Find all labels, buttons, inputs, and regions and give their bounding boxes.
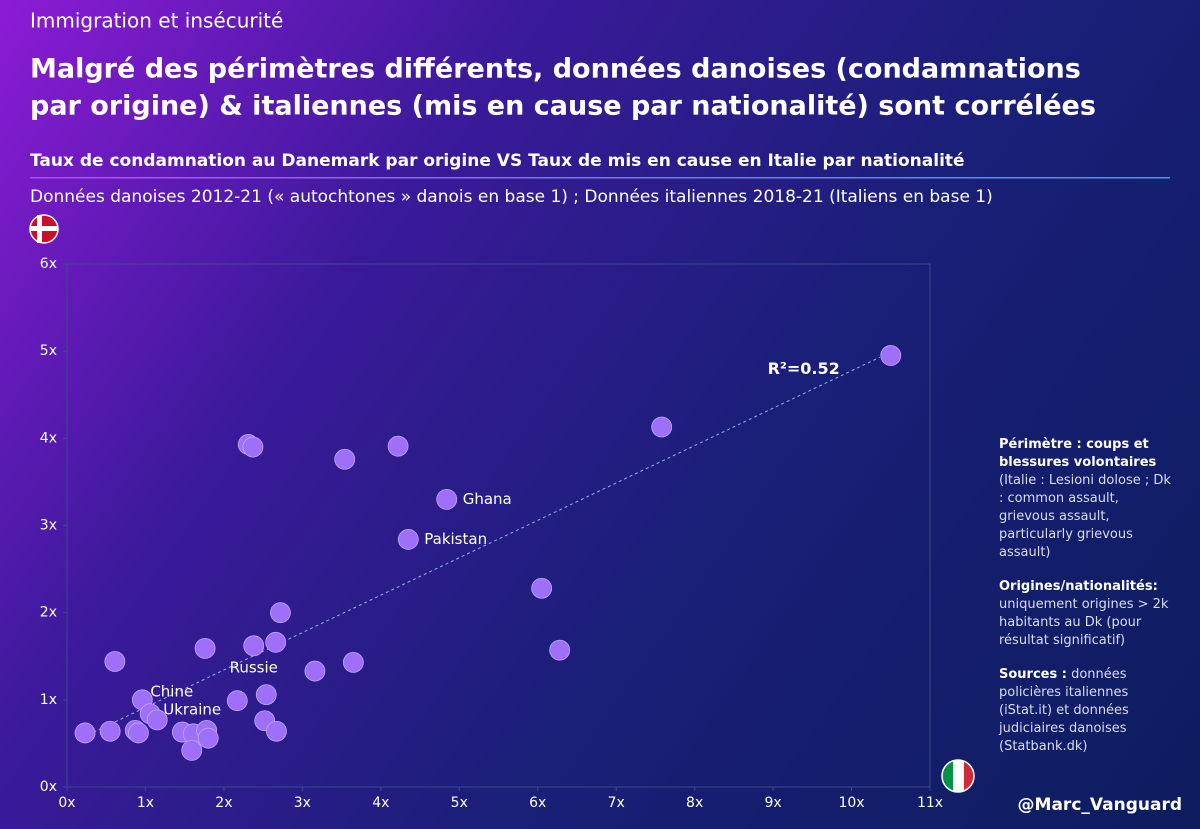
point [880,345,902,366]
point [549,639,571,661]
point [651,416,673,438]
point-label: Chine [150,682,193,700]
point [387,435,409,457]
point-label: Russie [230,658,278,676]
x-tick-label: 10x [838,795,864,811]
point [104,651,126,672]
point [242,436,264,458]
point [255,684,277,706]
point [181,739,203,761]
point [334,448,356,470]
note-heading: Sources : [999,667,1067,682]
x-tick-label: 4x [372,795,389,811]
flag-italy [941,759,975,793]
flag-denmark [29,214,59,244]
point-label: Pakistan [424,530,487,548]
y-tick-label: 5x [40,343,57,359]
subtitle: Taux de condamnation au Danemark par ori… [30,151,965,171]
note-text: données policières italiennes (iStat.it)… [999,667,1129,754]
point [266,720,287,742]
note-heading: Périmètre : coups et blessures volontair… [999,437,1157,470]
note: Sources : données policières italiennes … [999,666,1177,756]
point [531,577,553,599]
y-tick-label: 1x [40,692,57,708]
note-text: uniquement origines > 2k habitants au Dk… [999,597,1169,648]
trend-line [76,356,881,741]
x-tick-label: 1x [137,795,154,811]
point [397,529,419,550]
title-line: Malgré des périmètres différents, donnée… [30,54,1081,85]
y-tick-label: 0x [40,779,57,795]
point [304,660,326,682]
x-tick-label: 2x [215,795,232,811]
x-tick-label: 5x [451,795,468,811]
note: Origines/nationalités: uniquement origin… [999,578,1177,650]
y-tick-label: 4x [40,430,57,446]
x-tick-label: 7x [608,795,625,811]
underline [30,177,1170,179]
point [194,638,216,659]
point [342,651,364,673]
point [197,727,219,749]
trend-label: R²=0.52 [768,359,840,378]
x-tick-label: 6x [529,795,546,811]
y-tick-label: 2x [40,605,57,621]
point [269,602,291,624]
y-tick-label: 6x [40,256,57,272]
x-tick-label: 11x [917,795,943,811]
credit: @Marc_Vanguard [1018,795,1182,815]
point [146,709,168,731]
title-line: par origine) & italiennes (mis en cause … [30,91,1096,122]
y-tick-label: 3x [40,518,57,534]
point [436,488,458,510]
point-label: Ukraine [163,700,221,718]
x-tick-label: 8x [686,795,703,811]
point [226,690,248,712]
notes: Périmètre : coups et blessures volontair… [999,436,1177,772]
x-tick-label: 0x [58,795,75,811]
note: Périmètre : coups et blessures volontair… [999,436,1177,562]
point [74,722,96,744]
point-label: Ghana [463,490,512,508]
note-text: (Italie : Lesioni dolose ; Dk : common a… [999,473,1171,560]
point [99,720,121,742]
point [243,635,265,657]
point [265,631,287,653]
point [127,722,149,744]
x-tick-label: 9x [764,795,781,811]
kicker: Immigration et insécurité [30,9,283,33]
description: Données danoises 2012-21 (« autochtones … [30,187,993,207]
note-heading: Origines/nationalités: [999,579,1158,594]
x-tick-label: 3x [294,795,311,811]
